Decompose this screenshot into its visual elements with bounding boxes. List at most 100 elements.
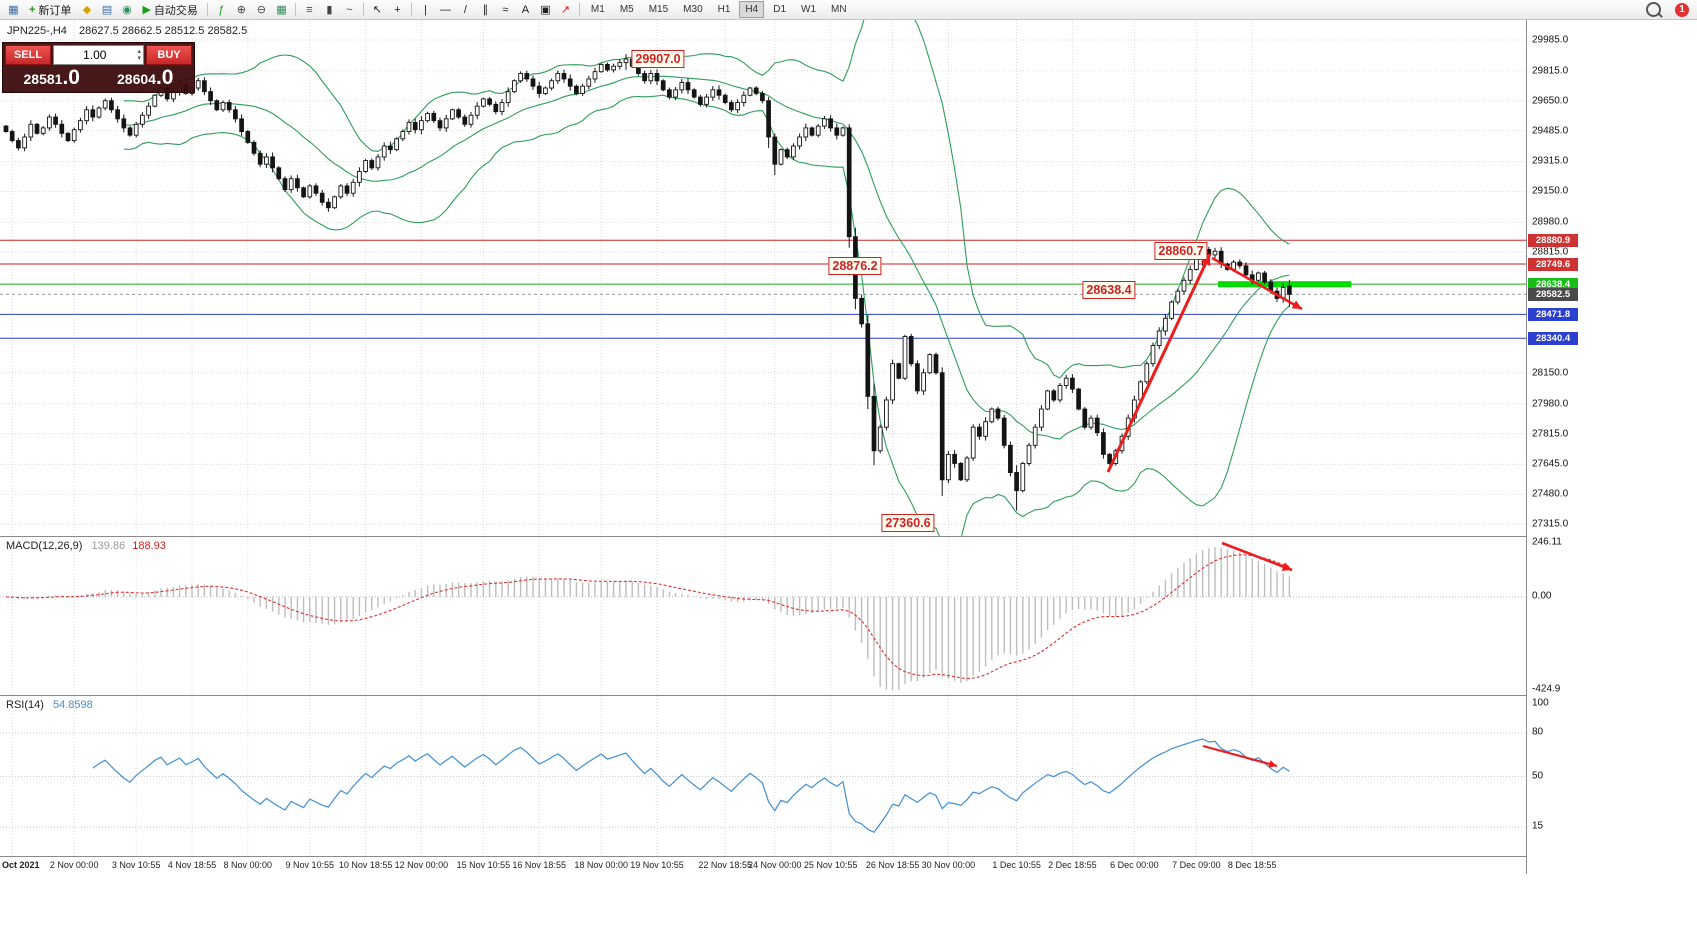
new-order-button[interactable]: + 新订单	[24, 2, 76, 18]
horizontal-line-tool-icon[interactable]: —	[439, 3, 451, 16]
timeframe-mn[interactable]: MN	[831, 4, 847, 15]
rsi-value: 54.8598	[52, 699, 93, 711]
line-chart-icon[interactable]: ~	[346, 3, 353, 16]
macd-main-value: 139.86	[91, 540, 126, 552]
trendline-tool-icon[interactable]: /	[463, 3, 467, 16]
sell-price-pips: .0	[62, 66, 80, 89]
crosshair-icon[interactable]: +	[394, 3, 401, 16]
time-tick-label: 3 Nov 10:55	[111, 860, 161, 870]
time-tick-label: 2 Nov 00:00	[49, 860, 99, 870]
main-chart[interactable]: JPN225-,H4 28627.5 28662.5 28512.5 28582…	[0, 20, 1526, 536]
buy-price-pips: .0	[155, 66, 174, 89]
toolbar-separator	[362, 3, 364, 16]
bars-chart-icon[interactable]: ≡	[306, 3, 313, 16]
macd-panel[interactable]: MACD(12,26,9) 139.86 188.93	[0, 536, 1526, 695]
timeframe-w1[interactable]: W1	[801, 4, 817, 15]
axis-label: 28815.0	[1532, 246, 1569, 258]
timeframe-m30[interactable]: M30	[683, 4, 703, 15]
price-callout[interactable]: 28638.4	[1082, 281, 1136, 299]
axis-label: 27980.0	[1532, 398, 1569, 410]
axis-label: 28980.0	[1532, 216, 1569, 228]
fibonacci-tool-icon[interactable]: ≈	[502, 3, 509, 16]
cursor-icon[interactable]: ↖	[372, 4, 383, 16]
timeframe-m5[interactable]: M5	[619, 4, 634, 15]
profiles-icon[interactable]: ▤	[101, 4, 113, 16]
buy-price-main: 28604	[117, 71, 156, 87]
axis-label: 27645.0	[1532, 458, 1569, 470]
time-tick-label: 16 Nov 18:55	[512, 860, 566, 870]
toolbar-separator	[206, 3, 208, 16]
channel-tool-icon[interactable]: ∥	[482, 4, 489, 16]
new-chart-icon[interactable]: ▦	[8, 4, 19, 16]
axis-label: 15	[1532, 820, 1544, 832]
buy-price: 28604.0	[99, 66, 193, 90]
time-tick-label: 7 Dec 09:00	[1172, 860, 1221, 870]
axis-label: 50	[1532, 770, 1544, 781]
time-axis[interactable]: Oct 2021 2 Nov 00:00 3 Nov 10:55 4 Nov 18:5…	[0, 856, 1526, 875]
sell-button[interactable]: SELL	[5, 45, 51, 65]
arrow-tool-icon[interactable]: ↗	[560, 4, 571, 16]
price-chart-svg[interactable]	[0, 20, 1526, 536]
time-tick-label: 4 Nov 18:55	[167, 860, 217, 870]
price-axis[interactable]: 29985.0 29815.0 29650.0 29485.0 29315.0 29150…	[1526, 20, 1607, 874]
time-tick-label: 8 Nov 00:00	[223, 860, 273, 870]
price-tag: 28638.4	[1528, 277, 1578, 291]
new-order-button-label: 新订单	[38, 4, 72, 17]
axis-label: 80	[1532, 726, 1544, 738]
timeframe-m1[interactable]: M1	[590, 4, 605, 15]
one-click-prices-row: 28581.0 28604.0	[5, 66, 192, 90]
toolbar-separator	[578, 3, 580, 16]
price-callout[interactable]: 28860.7	[1154, 242, 1208, 260]
symbols-icon[interactable]: ◆	[82, 4, 92, 16]
zoom-in-icon[interactable]: ⊕	[236, 4, 247, 16]
notification-badge[interactable]: 1	[1675, 2, 1689, 17]
time-tick-label: 24 Nov 00:00	[748, 860, 802, 870]
label-tool-icon[interactable]: ▣	[540, 4, 551, 16]
indicators-icon[interactable]: ƒ	[218, 3, 225, 16]
tile-windows-icon[interactable]: ▦	[276, 4, 287, 16]
ohlc-values: 28627.5 28662.5 28512.5 28582.5	[78, 25, 248, 37]
axis-label: 29485.0	[1532, 125, 1569, 137]
buy-button[interactable]: BUY	[146, 45, 192, 65]
rsi-label: RSI(14) 54.8598	[6, 699, 93, 711]
axis-label: -424.9	[1532, 683, 1561, 695]
axis-label: 29985.0	[1532, 34, 1569, 46]
vertical-line-tool-icon[interactable]: |	[423, 3, 427, 16]
time-tick-label: 22 Nov 18:55	[698, 860, 752, 870]
macd-chart-svg[interactable]	[0, 537, 1526, 695]
timeframe-m15[interactable]: M15	[648, 4, 669, 15]
spinner-down-icon[interactable]: ▾	[137, 55, 141, 62]
rsi-panel[interactable]: RSI(14) 54.8598	[0, 695, 1526, 856]
price-tag: 28340.4	[1528, 331, 1578, 345]
axis-label: 27480.0	[1532, 488, 1569, 500]
price-tag: 28471.8	[1528, 307, 1578, 321]
candlestick-chart-icon[interactable]: ▮	[326, 4, 333, 16]
volume-input[interactable]	[54, 46, 136, 64]
axis-label: 100	[1532, 697, 1549, 709]
price-callout[interactable]: 28876.2	[828, 257, 882, 275]
autotrade-button[interactable]: ▶ 自动交易	[137, 2, 202, 18]
time-tick-label: 8 Dec 18:55	[1227, 860, 1277, 870]
strategy-tester-icon[interactable]: ◉	[122, 4, 132, 16]
axis-label: 28150.0	[1532, 367, 1569, 379]
one-click-buttons-row: SELL ▴▾ BUY	[5, 45, 192, 65]
search-icon[interactable]	[1646, 2, 1661, 17]
text-tool-icon[interactable]: A	[521, 3, 530, 16]
timeframe-h1[interactable]: H1	[717, 4, 731, 15]
axis-label: 29150.0	[1532, 185, 1569, 197]
rsi-chart-svg[interactable]	[0, 696, 1526, 856]
sell-price-main: 28581	[23, 71, 63, 87]
volume-spinner[interactable]: ▴ ▾	[135, 48, 143, 62]
time-tick-label: 18 Nov 00:00	[574, 860, 628, 870]
spinner-up-icon[interactable]: ▴	[137, 48, 141, 55]
time-tick-label: Oct 2021	[2, 860, 40, 870]
price-callout[interactable]: 27360.6	[881, 514, 935, 532]
price-tag: 28582.5	[1528, 287, 1578, 301]
time-tick-label: 6 Dec 00:00	[1110, 860, 1159, 870]
timeframe-h4[interactable]: H4	[739, 1, 765, 18]
time-tick-label: 30 Nov 00:00	[921, 860, 976, 870]
macd-name: MACD(12,26,9)	[6, 540, 83, 552]
zoom-out-icon[interactable]: ⊖	[256, 4, 267, 16]
price-callout[interactable]: 29907.0	[631, 50, 685, 68]
timeframe-d1[interactable]: D1	[773, 4, 787, 15]
